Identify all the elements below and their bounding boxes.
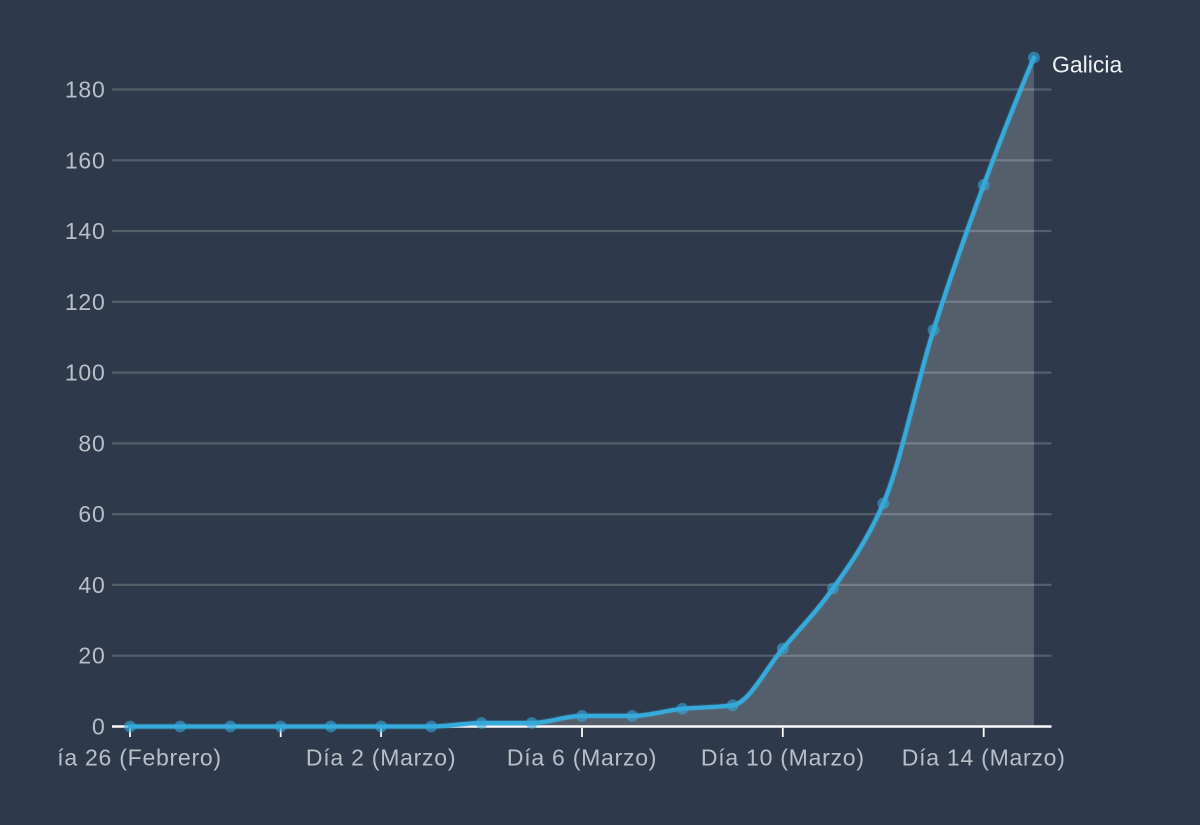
svg-text:Día 6 (Marzo): Día 6 (Marzo) — [507, 745, 657, 771]
svg-text:160: 160 — [65, 147, 106, 173]
svg-text:120: 120 — [65, 289, 106, 315]
svg-text:ía 26 (Febrero): ía 26 (Febrero) — [57, 745, 222, 771]
svg-text:Día 2 (Marzo): Día 2 (Marzo) — [306, 745, 456, 771]
svg-text:Galicia: Galicia — [1052, 52, 1123, 78]
svg-text:100: 100 — [65, 360, 106, 386]
svg-text:180: 180 — [65, 77, 106, 103]
svg-text:60: 60 — [78, 501, 105, 527]
svg-text:Día 10 (Marzo): Día 10 (Marzo) — [701, 745, 865, 771]
svg-text:40: 40 — [78, 572, 105, 598]
svg-text:80: 80 — [78, 430, 105, 456]
svg-text:0: 0 — [92, 714, 106, 740]
svg-text:20: 20 — [78, 643, 105, 669]
svg-text:Día 14 (Marzo): Día 14 (Marzo) — [902, 745, 1066, 771]
svg-text:140: 140 — [65, 218, 106, 244]
